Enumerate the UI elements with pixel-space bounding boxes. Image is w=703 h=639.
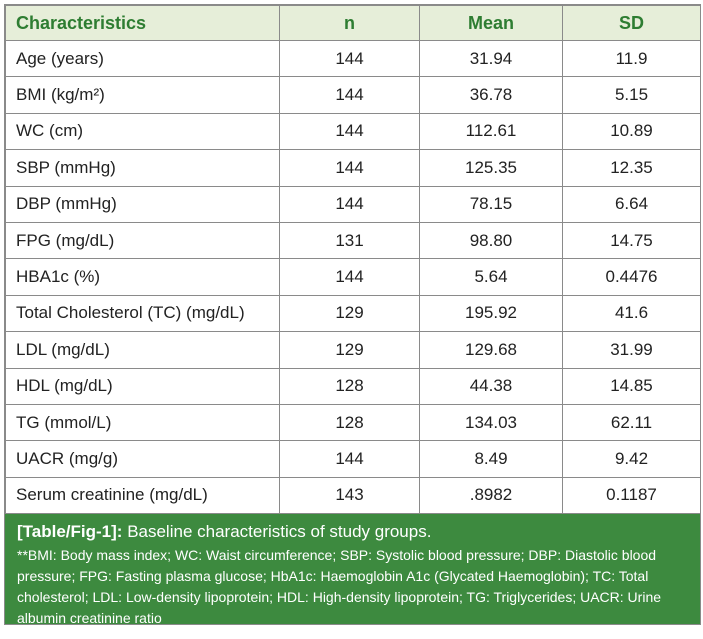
table-row: DBP (mmHg) 144 78.15 6.64 xyxy=(5,185,701,223)
n-cell: 131 xyxy=(279,221,420,260)
table-caption: [Table/Fig-1]: Baseline characteristics … xyxy=(5,514,700,626)
n-cell: 129 xyxy=(279,331,420,369)
mean-cell: 78.15 xyxy=(419,185,563,223)
table-row: BMI (kg/m²) 144 36.78 5.15 xyxy=(5,76,701,114)
sd-cell: 14.75 xyxy=(562,221,701,260)
characteristic-cell: TG (mmol/L) xyxy=(5,403,280,442)
mean-cell: 8.49 xyxy=(419,440,563,478)
characteristic-cell: SBP (mmHg) xyxy=(5,149,280,187)
n-cell: 144 xyxy=(279,258,420,296)
sd-cell: 9.42 xyxy=(562,440,701,478)
n-cell: 144 xyxy=(279,440,420,478)
mean-cell: 31.94 xyxy=(419,39,563,78)
sd-cell: 62.11 xyxy=(562,403,701,442)
table-row: LDL (mg/dL) 129 129.68 31.99 xyxy=(5,331,701,369)
characteristic-cell: Serum creatinine (mg/dL) xyxy=(5,476,280,515)
sd-cell: 6.64 xyxy=(562,185,701,223)
mean-cell: 129.68 xyxy=(419,331,563,369)
characteristic-cell: HBA1c (%) xyxy=(5,258,280,296)
table-row: SBP (mmHg) 144 125.35 12.35 xyxy=(5,149,701,187)
n-cell: 128 xyxy=(279,403,420,442)
characteristic-cell: FPG (mg/dL) xyxy=(5,221,280,260)
characteristic-cell: Age (years) xyxy=(5,39,280,78)
sd-cell: 12.35 xyxy=(562,149,701,187)
sd-cell: 11.9 xyxy=(562,39,701,78)
n-cell: 144 xyxy=(279,149,420,187)
sd-cell: 5.15 xyxy=(562,76,701,114)
mean-cell: .8982 xyxy=(419,476,563,515)
table-figure: Characteristics n Mean SD Age (years) 144… xyxy=(4,4,701,626)
sd-cell: 41.6 xyxy=(562,294,701,333)
caption-title: Baseline characteristics of study groups… xyxy=(127,522,432,542)
sd-cell: 31.99 xyxy=(562,331,701,369)
n-cell: 144 xyxy=(279,112,420,151)
table-row: HDL (mg/dL) 128 44.38 14.85 xyxy=(5,367,701,405)
table-row: TG (mmol/L) 128 134.03 62.11 xyxy=(5,403,701,442)
n-cell: 144 xyxy=(279,39,420,78)
n-cell: 129 xyxy=(279,294,420,333)
mean-cell: 44.38 xyxy=(419,367,563,405)
mean-cell: 98.80 xyxy=(419,221,563,260)
caption-notes: **BMI: Body mass index; WC: Waist circum… xyxy=(17,547,662,627)
header-n: n xyxy=(279,5,420,41)
n-cell: 143 xyxy=(279,476,420,515)
table-row: Serum creatinine (mg/dL) 143.8982 0.1187 xyxy=(5,476,701,515)
characteristic-cell: UACR (mg/g) xyxy=(5,440,280,478)
n-cell: 144 xyxy=(279,76,420,114)
characteristic-cell: Total Cholesterol (TC) (mg/dL) xyxy=(5,294,280,333)
mean-cell: 36.78 xyxy=(419,76,563,114)
mean-cell: 5.64 xyxy=(419,258,563,296)
table-row: FPG (mg/dL) 131 98.80 14.75 xyxy=(5,221,701,260)
caption-title-line: [Table/Fig-1]: Baseline characteristics … xyxy=(17,520,688,543)
table-row: WC (cm) 144 112.61 10.89 xyxy=(5,112,701,151)
characteristic-cell: BMI (kg/m²) xyxy=(5,76,280,114)
characteristic-cell: DBP (mmHg) xyxy=(5,185,280,223)
characteristic-cell: LDL (mg/dL) xyxy=(5,331,280,369)
sd-cell: 10.89 xyxy=(562,112,701,151)
table-row: HBA1c (%) 144 5.64 0.4476 xyxy=(5,258,701,296)
sd-cell: 0.1187 xyxy=(562,476,701,515)
table-row: UACR (mg/g) 144 8.49 9.42 xyxy=(5,440,701,478)
sd-cell: 14.85 xyxy=(562,367,701,405)
characteristics-table: Characteristics n Mean SD Age (years) 144… xyxy=(5,5,701,515)
mean-cell: 125.35 xyxy=(419,149,563,187)
caption-label: [Table/Fig-1]: xyxy=(17,522,123,542)
header-mean: Mean xyxy=(419,5,563,41)
table-row: Age (years) 144 31.94 11.9 xyxy=(5,39,701,78)
sd-cell: 0.4476 xyxy=(562,258,701,296)
mean-cell: 134.03 xyxy=(419,403,563,442)
n-cell: 128 xyxy=(279,367,420,405)
table-row: Total Cholesterol (TC) (mg/dL) 129 195.92 4… xyxy=(5,294,701,333)
characteristic-cell: HDL (mg/dL) xyxy=(5,367,280,405)
mean-cell: 195.92 xyxy=(419,294,563,333)
header-characteristics: Characteristics xyxy=(5,5,280,41)
table-header-row: Characteristics n Mean SD xyxy=(5,5,701,41)
header-sd: SD xyxy=(562,5,701,41)
characteristic-cell: WC (cm) xyxy=(5,112,280,151)
n-cell: 144 xyxy=(279,185,420,223)
mean-cell: 112.61 xyxy=(419,112,563,151)
